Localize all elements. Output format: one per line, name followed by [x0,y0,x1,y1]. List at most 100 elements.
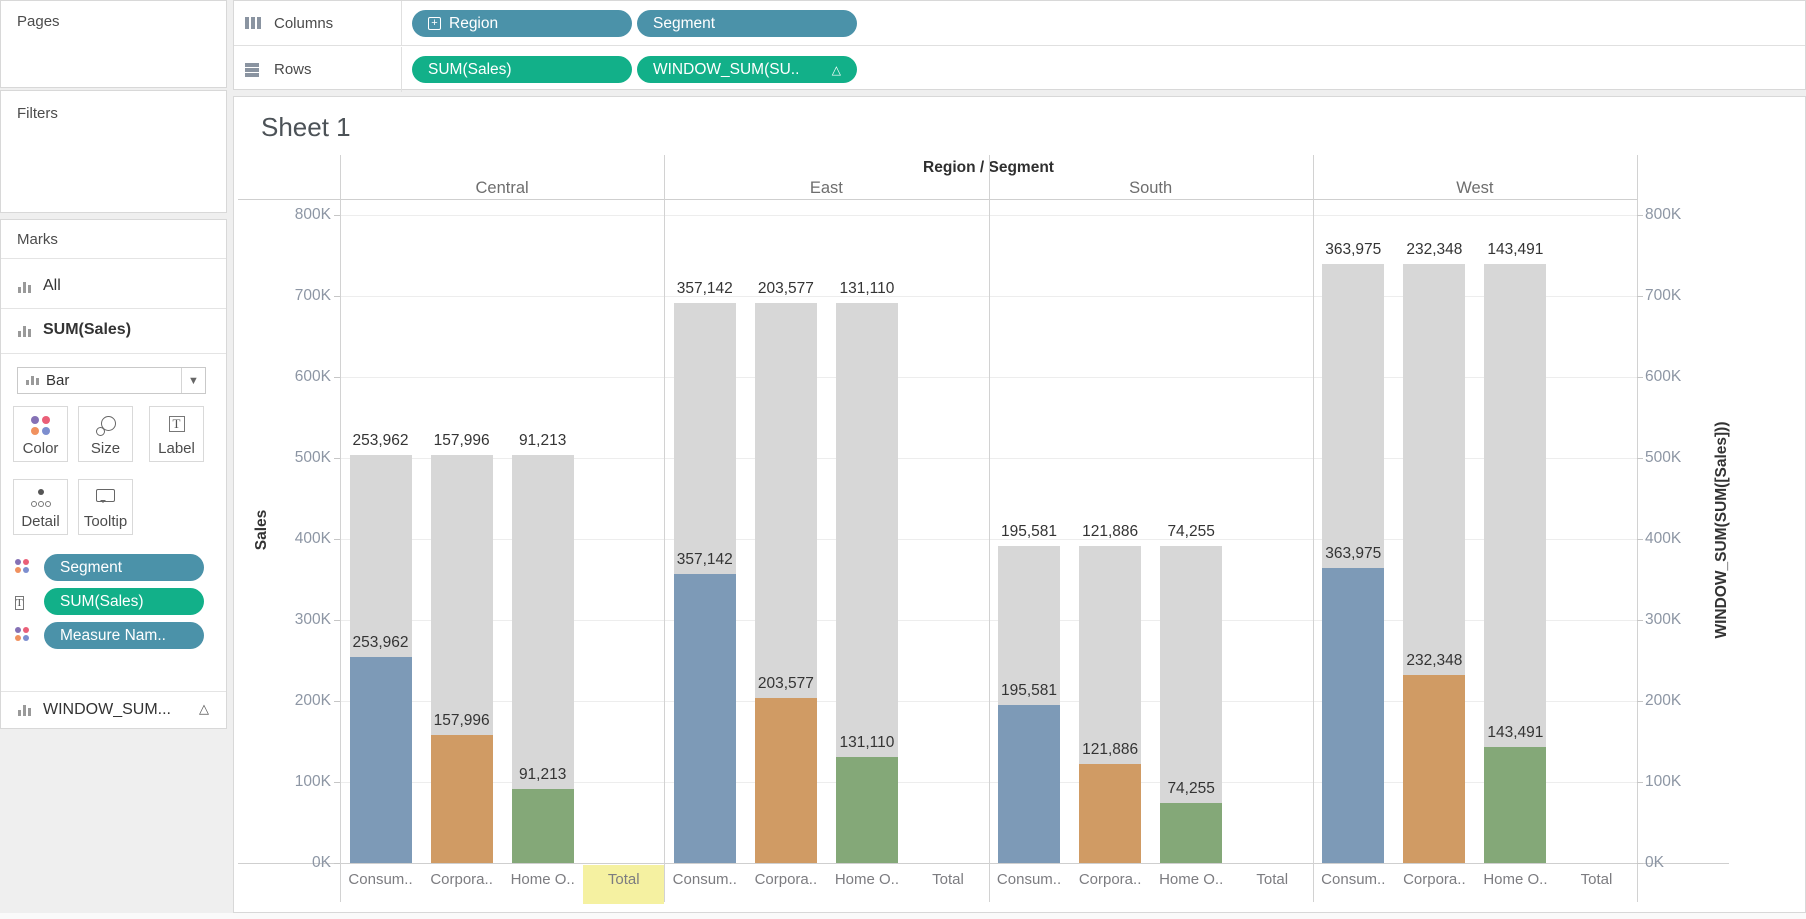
bar-label-window: 121,886 [1082,522,1139,540]
bar-segment-consumer[interactable] [349,657,412,863]
bar-segment-corporate[interactable] [754,698,817,863]
left-axis-tick [334,458,340,459]
marks-card-all-label: All [43,277,61,294]
category-label[interactable]: Home O.. [1483,871,1548,888]
expand-icon[interactable]: + [428,17,441,30]
bar-label-segment: 143,491 [1487,723,1544,741]
marks-card-all[interactable]: All [1,266,226,308]
marks-card-window-sum[interactable]: WINDOW_SUM... △ [1,692,226,729]
region-header-south[interactable]: South [1129,179,1173,197]
pill-sum-sales-label: SUM(Sales) [428,60,512,78]
right-axis-tick [1637,215,1643,216]
region-header-east[interactable]: East [809,179,843,197]
marks-pill-measure-names[interactable]: Measure Nam.. [44,622,204,649]
pill-segment[interactable]: Segment [637,10,857,37]
marks-panel: Marks All SUM(Sales) Bar ▼ Color Size T … [0,219,227,729]
bar-label-window: 74,255 [1167,522,1215,540]
bar-segment-home-office[interactable] [511,789,574,863]
rows-shelf[interactable]: Rows SUM(Sales) WINDOW_SUM(SU.. △ [234,47,1805,92]
bar-segment-home-office[interactable] [1484,746,1547,863]
bar-segment-corporate[interactable] [1079,764,1142,863]
color-button[interactable]: Color [13,406,68,462]
bar-segment-consumer[interactable] [673,573,736,863]
pill-window-sum[interactable]: WINDOW_SUM(SU.. △ [637,56,857,83]
bar-label-segment: 195,581 [1001,681,1058,699]
pill-segment-label: Segment [653,14,716,32]
category-label[interactable]: Consum.. [996,871,1062,888]
marks-pill-sum-sales[interactable]: SUM(Sales) [44,588,204,615]
category-label[interactable]: Consum.. [1321,871,1386,888]
category-label[interactable]: Corpora.. [1078,871,1142,888]
right-axis-tick [1637,701,1643,702]
bar-segment-corporate[interactable] [430,735,493,863]
pill-sum-sales[interactable]: SUM(Sales) [412,56,632,83]
pane-separator [1312,155,1314,902]
category-label[interactable]: Total [607,871,640,888]
pages-panel: Pages [0,0,227,88]
divider [1,308,226,309]
left-axis-tick-label: 500K [294,449,331,466]
region-header-west[interactable]: West [1456,179,1494,197]
divider [1,691,226,692]
left-axis-tick-label: 200K [294,692,331,709]
color-dots-icon [14,416,67,435]
left-axis-tick [334,215,340,216]
category-label[interactable]: Corpora.. [1403,871,1466,888]
bar-segment-corporate[interactable] [1403,674,1466,863]
right-axis-tick [1637,782,1643,783]
category-label[interactable]: Consum.. [672,871,737,888]
bar-label-window: 203,577 [757,279,814,297]
left-axis-tick-label: 800K [294,206,331,223]
bar-segment-consumer[interactable] [1322,568,1385,863]
pill-region-label: Region [449,14,499,32]
label-t-icon: T [15,596,24,610]
label-button-label: Label [158,440,195,457]
bar-chart-icon [17,324,33,343]
category-label[interactable]: Total [932,871,964,888]
right-axis-tick-label: 600K [1645,368,1682,385]
category-label[interactable]: Home O.. [834,871,899,888]
bar-chart-icon [26,373,39,390]
delta-icon: △ [199,701,209,716]
pane-separator [988,155,990,902]
label-button[interactable]: T Label [149,406,204,462]
bar-label-segment: 357,142 [676,550,733,568]
mark-type-dropdown[interactable]: Bar ▼ [17,367,206,394]
delta-icon: △ [831,62,841,77]
category-label[interactable]: Home O.. [510,871,575,888]
left-axis-title: Sales [253,509,270,551]
right-axis-tick-label: 100K [1645,773,1682,790]
chevron-down-icon[interactable]: ▼ [181,368,205,393]
size-button[interactable]: Size [78,406,133,462]
bar-segment-consumer[interactable] [998,704,1061,863]
detail-button[interactable]: Detail [13,479,68,535]
category-label[interactable]: Consum.. [348,871,413,888]
pill-region[interactable]: + Region [412,10,632,37]
bar-segment-home-office[interactable] [835,756,898,863]
marks-pill-measure-names-label: Measure Nam.. [60,626,166,644]
tooltip-button[interactable]: Tooltip [78,479,133,535]
sheet-title: Sheet 1 [261,112,351,142]
left-axis-tick [334,701,340,702]
shelves-panel: Columns + Region Segment Rows SUM(Sales)… [233,0,1806,92]
bar-segment-home-office[interactable] [1160,802,1223,863]
rows-icon [244,62,262,83]
bar-chart-icon [17,280,33,299]
marks-pill-segment[interactable]: Segment [44,554,204,581]
category-label[interactable]: Total [1580,871,1613,888]
divider [1,258,226,259]
category-label[interactable]: Corpora.. [754,871,818,888]
marks-card-sum-sales[interactable]: SUM(Sales) [1,309,226,353]
highlighted-total-cell[interactable] [583,865,665,904]
category-label[interactable]: Corpora.. [430,871,493,888]
right-axis-tick [1637,296,1643,297]
category-label[interactable]: Home O.. [1159,871,1224,888]
bar-label-segment: 253,962 [352,634,409,652]
region-header-central[interactable]: Central [475,179,529,197]
pill-window-sum-label: WINDOW_SUM(SU.. [653,60,800,78]
category-label[interactable]: Total [1256,871,1289,888]
filters-panel-title: Filters [17,105,58,122]
color-dots-icon [15,559,31,575]
tooltip-icon [79,489,132,503]
columns-shelf[interactable]: Columns + Region Segment [234,1,1805,46]
